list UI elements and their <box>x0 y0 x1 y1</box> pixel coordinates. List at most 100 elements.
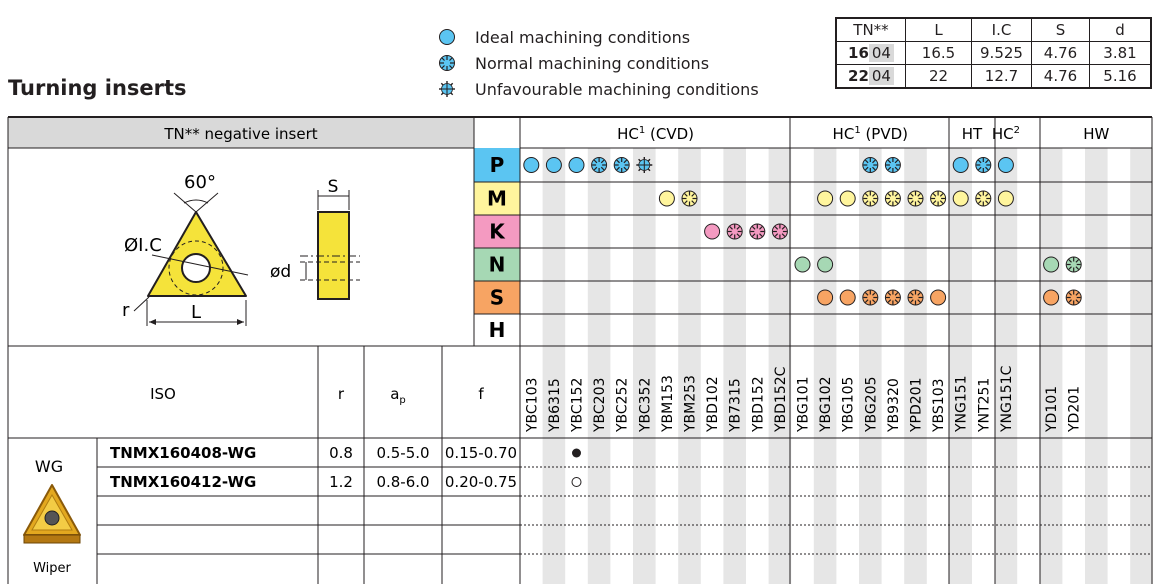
ideal-mark <box>1043 256 1060 273</box>
ideal-mark <box>523 157 540 173</box>
dimensions-table: TN** L I.C S d 16 04 16.5 9.525 4.76 3.81… <box>835 17 1152 89</box>
grade-column-stripes <box>542 148 1153 584</box>
grade-name: YNT251 <box>976 378 992 433</box>
grade-group-header: HC2 <box>992 125 1020 143</box>
dims-d: 3.81 <box>1089 41 1152 65</box>
normal-mark <box>862 289 879 306</box>
material-letter: H <box>489 318 506 342</box>
dims-s: 4.76 <box>1031 41 1090 65</box>
grade-available-mark <box>572 448 581 458</box>
r-label: r <box>122 300 130 321</box>
legend-unfavourable-label: Unfavourable machining conditions <box>475 79 759 99</box>
grade-optional-mark <box>571 477 582 487</box>
grade-name: YBG102 <box>818 377 834 433</box>
dims-tn-cell: 16 04 <box>835 41 906 65</box>
dims-ic: 12.7 <box>971 64 1032 89</box>
normal-mark <box>1065 256 1082 273</box>
grade-name: YBG205 <box>863 377 879 433</box>
dims-header-d: d <box>1089 17 1152 42</box>
material-letter: N <box>489 253 506 277</box>
dims-tn-thickness: 04 <box>868 67 894 85</box>
column-header-ap: ap <box>390 385 406 406</box>
insert-header: TN** negative insert <box>163 125 317 143</box>
grade-names: YBC103 YB6315 YBC152 YBC203 YBC252 YBC352 YBM1… <box>524 365 1082 433</box>
normal-mark <box>613 157 630 173</box>
ideal-mark <box>658 190 675 207</box>
normal-mark <box>884 190 901 207</box>
product-f: 0.15-0.70 <box>445 444 517 462</box>
grade-name: YPD201 <box>909 378 925 434</box>
ideal-mark <box>952 157 969 173</box>
normal-mark <box>907 190 924 207</box>
ideal-mark <box>839 289 856 306</box>
grade-name: YB9320 <box>886 378 902 433</box>
grade-column-stripe <box>587 148 611 584</box>
grade-column-stripe <box>633 148 656 584</box>
product-f: 0.20-0.75 <box>445 473 517 491</box>
normal-mark <box>862 157 879 173</box>
material-cell <box>474 281 520 314</box>
grade-column-stripe <box>859 148 882 584</box>
grade-name: YBC152 <box>570 378 586 433</box>
normal-mark <box>975 190 992 207</box>
product-row: TNMX160408-WG 0.8 0.5-5.0 0.15-0.70 <box>110 444 581 462</box>
product-ap: 0.5-5.0 <box>376 444 429 462</box>
ideal-icon <box>439 29 455 45</box>
grade-name: YBG105 <box>841 377 857 433</box>
dims-tn-size: 22 <box>848 67 869 85</box>
normal-mark <box>907 289 924 306</box>
product-r: 0.8 <box>329 444 353 462</box>
table-grid <box>7 116 1153 584</box>
material-letter: M <box>487 187 507 211</box>
material-letter: S <box>490 286 504 310</box>
grade-group-header: HC1 (CVD) <box>617 125 694 143</box>
dims-header-ic: I.C <box>971 17 1032 42</box>
dims-l: 22 <box>905 64 972 89</box>
normal-mark <box>930 190 947 207</box>
grade-group-header: HT <box>962 125 983 143</box>
dims-row: 16 04 16.5 9.525 4.76 3.81 <box>835 41 1152 65</box>
family-caption: Wiper <box>33 561 71 576</box>
grade-column-stripe <box>723 148 746 584</box>
normal-mark <box>591 157 608 173</box>
grade-name: YNG151 <box>954 375 970 433</box>
dims-ic: 9.525 <box>971 41 1032 65</box>
grade-name: YBC203 <box>592 378 608 433</box>
insert-drawing: 60° ØI.C L r S ød <box>122 172 360 326</box>
ideal-mark <box>930 289 947 306</box>
ideal-mark <box>952 190 969 207</box>
product-ap: 0.8-6.0 <box>376 473 429 491</box>
group-header-bg <box>520 118 1152 148</box>
ideal-mark <box>817 190 834 207</box>
material-cell <box>474 148 520 182</box>
grade-name: YBC352 <box>637 378 653 433</box>
grade-name: YBD152C <box>773 366 789 433</box>
grade-name: YD201 <box>1067 386 1083 433</box>
inscribed-circle <box>168 240 224 296</box>
dims-d: 5.16 <box>1089 64 1152 89</box>
grade-name: YD101 <box>1044 386 1060 433</box>
grade-name: YBG101 <box>796 377 812 433</box>
ideal-mark <box>704 223 721 240</box>
grade-name: YBS103 <box>931 378 947 433</box>
normal-mark <box>862 190 879 207</box>
grade-name: YBM153 <box>660 375 676 433</box>
suitability-marks <box>523 157 1082 306</box>
material-cell <box>474 215 520 248</box>
center-hole <box>181 253 211 283</box>
grade-column-stripe <box>1085 148 1108 584</box>
unfavourable-icon <box>439 81 455 97</box>
normal-mark <box>884 289 901 306</box>
ic-label: ØI.C <box>124 235 162 256</box>
grade-column-stripe <box>542 148 566 584</box>
legend-normal-label: Normal machining conditions <box>475 53 710 73</box>
product-iso: TNMX160408-WG <box>110 444 256 462</box>
material-cell <box>474 182 520 215</box>
product-rows: TNMX160408-WG 0.8 0.5-5.0 0.15-0.70TNMX1604… <box>110 444 582 491</box>
page-title: Turning inserts <box>8 76 187 100</box>
s-label: S <box>328 177 339 197</box>
material-cell <box>474 314 520 346</box>
dims-s: 4.76 <box>1031 64 1090 89</box>
